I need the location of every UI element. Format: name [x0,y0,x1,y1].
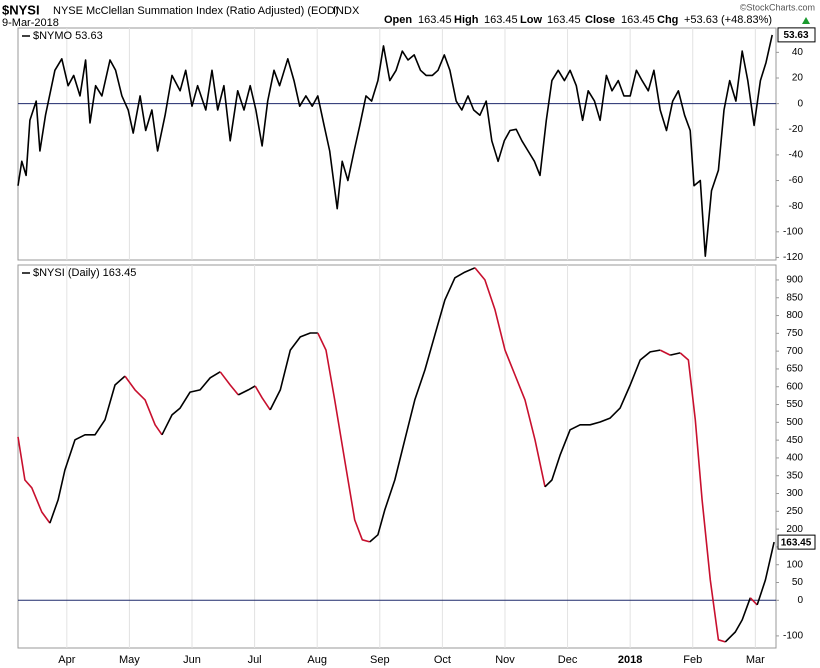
y-tick-label: 350 [786,470,803,481]
series-line [369,267,476,543]
y-tick-label: -120 [783,252,803,263]
y-tick-label: 50 [792,577,804,588]
panel-frame [17,27,777,261]
y-tick-label: 500 [786,417,803,428]
x-tick-label: Jul [248,654,262,666]
x-tick-label: Aug [307,654,327,666]
series-line [749,597,758,606]
series-line [17,34,773,257]
x-tick-label: Nov [495,654,515,666]
y-tick-label: 800 [786,310,803,321]
last-value-label: 163.45 [781,537,812,548]
y-tick-label: 400 [786,453,803,464]
index-name: NYSE McClellan Summation Index (Ratio Ad… [53,5,339,17]
series-line [237,385,256,396]
panel-label: $NYMO 53.63 [33,30,103,42]
series-line [269,332,318,411]
y-tick-label: 20 [792,73,804,84]
y-tick-label: -40 [789,150,804,161]
close: 163.45 [621,14,655,26]
last-value-box [777,27,816,43]
up-arrow [802,17,810,24]
x-tick-label: Mar [746,654,765,666]
series-line [474,267,546,487]
series-line [544,349,661,488]
series-line [724,597,752,643]
y-tick-label: -60 [789,175,804,186]
y-tick-label: 850 [786,292,803,303]
y-tick-label: 450 [786,435,803,446]
low-label: Low [520,14,542,26]
x-tick-label: May [119,654,140,666]
high-label: High [454,14,479,26]
chg-label: Chg [657,14,678,26]
series-line [49,375,126,524]
y-tick-label: 200 [786,524,803,535]
x-tick-label: Oct [434,654,451,666]
x-tick-label: Jun [183,654,201,666]
y-tick-label: 300 [786,488,803,499]
y-tick-label: -100 [783,226,803,237]
series-line [679,352,726,643]
low: 163.45 [547,14,581,26]
y-tick-label: 650 [786,364,803,375]
x-tick-label: Feb [683,654,702,666]
panel-label: $NYSI (Daily) 163.45 [33,267,136,279]
panel-frame [17,264,777,649]
y-tick-label: 750 [786,328,803,339]
series-line [317,332,371,543]
y-tick-label: 0 [797,595,803,606]
x-tick-label: Sep [370,654,390,666]
y-tick-label: 600 [786,381,803,392]
y-tick-label: 900 [786,275,803,286]
y-tick-label: 0 [797,98,803,109]
exchange: INDX [333,5,360,17]
last-value-box [777,534,816,550]
y-tick-label: -20 [789,124,804,135]
last-value-label: 53.63 [783,30,808,41]
series-line [254,385,271,411]
y-tick-label: 550 [786,399,803,410]
open-label: Open [384,14,412,26]
y-tick-label: -80 [789,201,804,212]
series-line [219,371,239,396]
y-tick-label: 100 [786,559,803,570]
chg: +53.63 (+48.83%) [684,14,772,26]
series-line [756,541,775,606]
date: 9-Mar-2018 [2,17,59,29]
x-tick-label: Dec [558,654,578,666]
open: 163.45 [418,14,452,26]
high: 163.45 [484,14,518,26]
close-label: Close [585,14,615,26]
y-tick-label: -100 [783,631,803,642]
credit: ©StockCharts.com [740,2,815,12]
symbol: $NYSI [2,2,40,17]
y-tick-label: 700 [786,346,803,357]
x-tick-label: Apr [58,654,75,666]
series-line [124,375,163,436]
series-line [659,349,671,356]
series-line [161,371,221,436]
series-line [670,352,681,356]
series-line [17,436,51,524]
y-tick-label: 40 [792,47,804,58]
x-tick-label: 2018 [618,654,642,666]
y-tick-label: 250 [786,506,803,517]
